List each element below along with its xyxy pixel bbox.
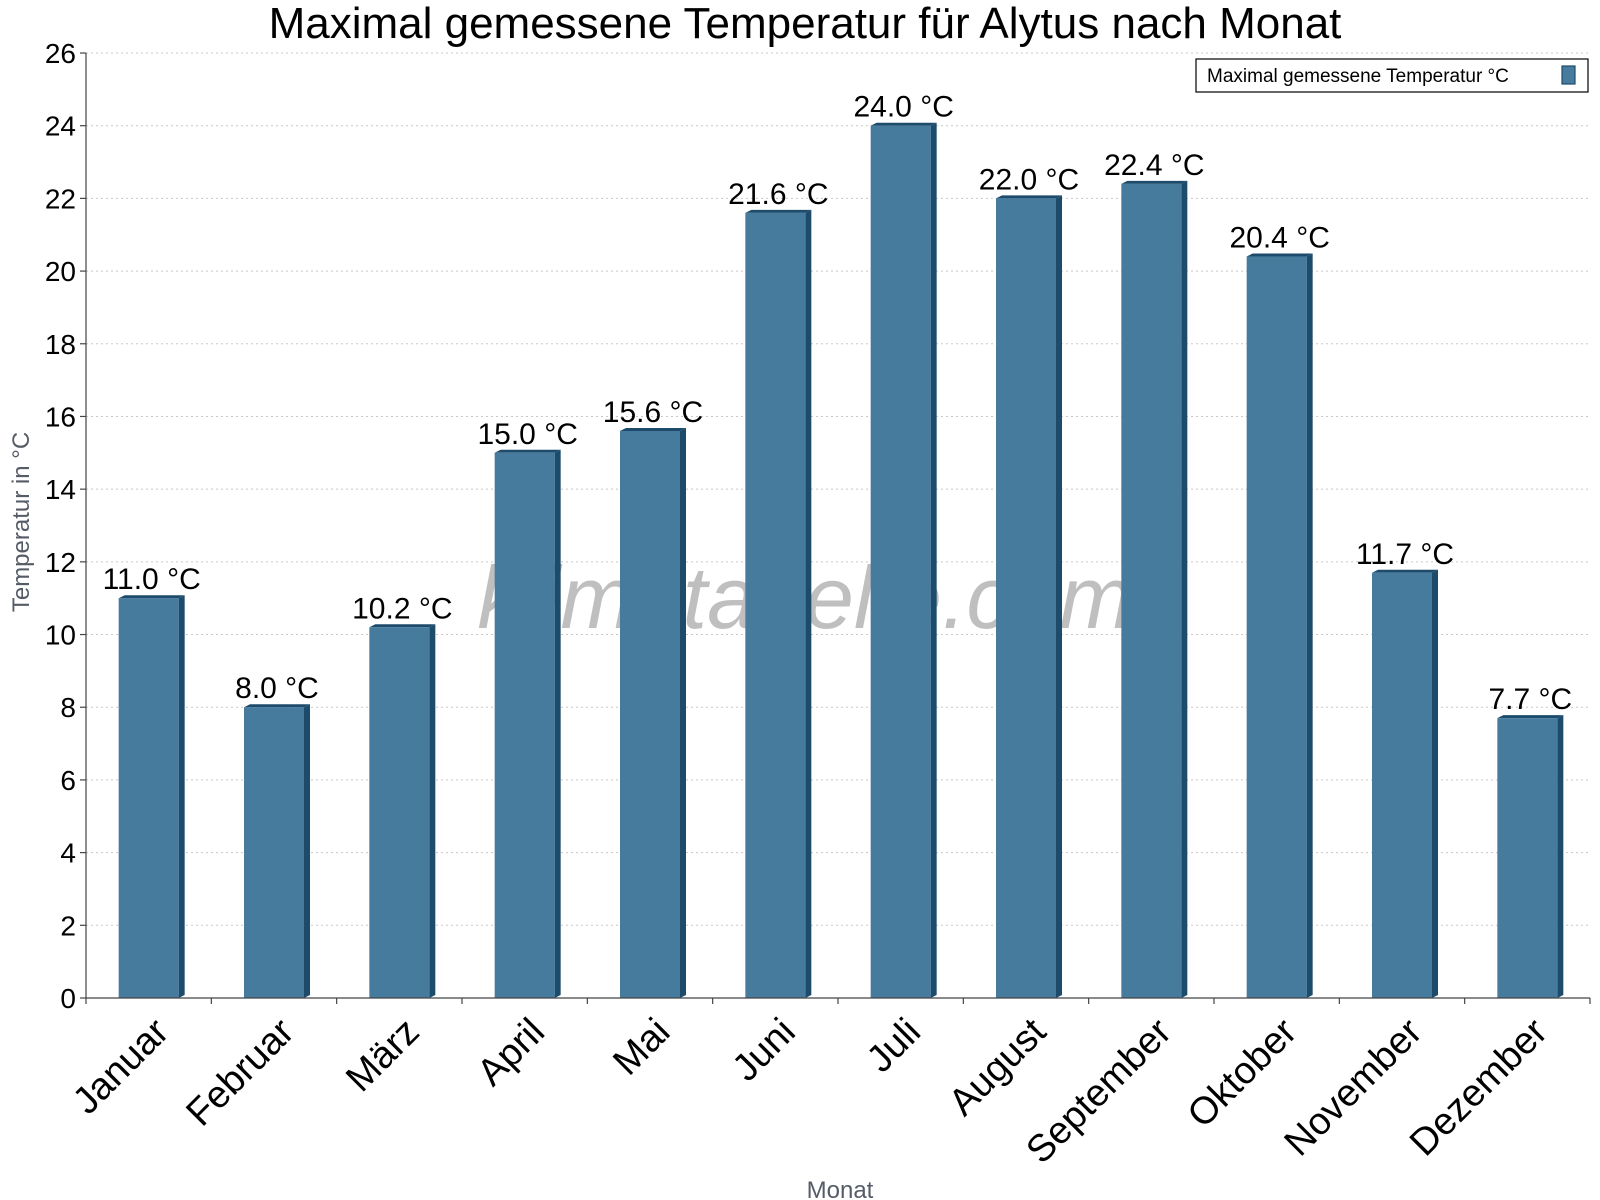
bar-top [494, 449, 561, 453]
value-label: 11.0 °C [103, 563, 201, 596]
y-tick-label: 2 [60, 910, 76, 941]
bar-1 [118, 595, 185, 998]
bar-side [429, 624, 436, 998]
y-tick-label: 0 [60, 983, 76, 1014]
grid-lines [86, 52, 1590, 926]
x-tick-label: März [338, 1011, 427, 1100]
bar-6 [745, 209, 812, 998]
value-label: 22.4 °C [1104, 149, 1204, 182]
axes [80, 52, 1591, 1004]
x-tick-label: August [941, 1010, 1055, 1124]
value-label: 11.7 °C [1356, 538, 1454, 571]
value-label: 24.0 °C [853, 91, 953, 124]
bar-side [805, 209, 812, 998]
value-labels: 11.0 °C 8.0 °C 10.2 °C 15.0 °C 15.6 °C 21.6 °… [103, 91, 1573, 716]
bar-side [680, 428, 686, 998]
bar-top [870, 122, 937, 126]
bar-side [1056, 195, 1062, 998]
y-tick-label: 16 [45, 401, 76, 432]
bar-top [369, 624, 436, 628]
x-tick-label: Juni [725, 1011, 804, 1090]
value-label: 15.6 °C [603, 396, 703, 429]
bar-top [1372, 569, 1438, 573]
x-tick-label: Juli [859, 1011, 929, 1081]
y-tick-label: 18 [45, 329, 76, 360]
y-tick-label: 24 [45, 111, 76, 142]
value-label: 21.6 °C [728, 178, 828, 211]
legend: Maximal gemessene Temperatur °C [1195, 58, 1589, 93]
bar-9 [1121, 180, 1188, 998]
bar-face [494, 452, 555, 998]
bar-face [244, 707, 304, 998]
bar-5 [620, 428, 686, 998]
bar-top [620, 428, 686, 431]
bar-top [244, 704, 310, 708]
y-tick-label: 22 [45, 183, 76, 214]
chart-title: Maximal gemessene Temperatur für Alytus … [269, 0, 1342, 48]
bar-side [304, 704, 310, 998]
bar-top [1497, 715, 1564, 719]
bar-side [1557, 715, 1564, 998]
x-tick-label: Mai [605, 1011, 678, 1084]
bar-face [369, 627, 430, 998]
y-tick-label: 12 [45, 547, 76, 578]
y-axis-title: Temperatur in °C [8, 432, 35, 612]
bar-side [554, 449, 561, 998]
value-label: 22.0 °C [979, 163, 1079, 196]
bar-top [118, 595, 185, 599]
x-tick-label: Dezember [1402, 1010, 1556, 1164]
bar-12 [1497, 715, 1564, 998]
bar-7 [870, 122, 937, 998]
value-label: 7.7 °C [1488, 683, 1572, 716]
bar-side [178, 595, 185, 998]
y-tick-label: 26 [45, 38, 76, 69]
bar-8 [996, 195, 1062, 998]
y-tick-label: 20 [45, 256, 76, 287]
bars [118, 122, 1564, 999]
bar-11 [1372, 569, 1438, 998]
bar-side [1181, 180, 1188, 998]
bar-face [745, 212, 806, 998]
x-tick-label: April [470, 1011, 553, 1094]
bar-top [996, 195, 1062, 199]
bar-face [620, 431, 680, 998]
x-axis-title: Monat [807, 1177, 874, 1200]
bar-side [930, 122, 937, 998]
bar-10 [1246, 253, 1313, 999]
value-label: 10.2 °C [352, 592, 452, 625]
bar-top [745, 209, 812, 213]
legend-box [1195, 58, 1589, 93]
bar-4 [494, 449, 561, 998]
bar-face [870, 125, 931, 998]
x-tick-label: Oktober [1180, 1010, 1306, 1136]
bar-face [1246, 256, 1307, 998]
bar-2 [244, 704, 310, 998]
bar-top [1121, 180, 1188, 184]
value-label: 20.4 °C [1229, 222, 1329, 255]
bar-face [1121, 183, 1182, 998]
bar-top [1246, 253, 1313, 257]
y-tick-label: 4 [60, 838, 76, 869]
x-tick-label: Februar [179, 1010, 303, 1134]
legend-swatch [1561, 65, 1576, 85]
x-tick-label: Januar [65, 1010, 177, 1122]
value-label: 15.0 °C [477, 418, 577, 451]
bar-face [1497, 718, 1558, 998]
legend-label: Maximal gemessene Temperatur °C [1207, 66, 1509, 87]
y-tick-label: 10 [45, 620, 76, 651]
value-label: 8.0 °C [235, 672, 319, 705]
bar-face [996, 198, 1056, 998]
bar-side [1306, 253, 1313, 999]
y-tick-label: 8 [60, 692, 76, 723]
y-tick-label: 14 [45, 474, 76, 505]
bar-face [118, 598, 179, 998]
bar-face [1372, 572, 1432, 998]
y-tick-label: 6 [60, 765, 76, 796]
bar-3 [369, 624, 436, 998]
bar-side [1432, 569, 1438, 998]
